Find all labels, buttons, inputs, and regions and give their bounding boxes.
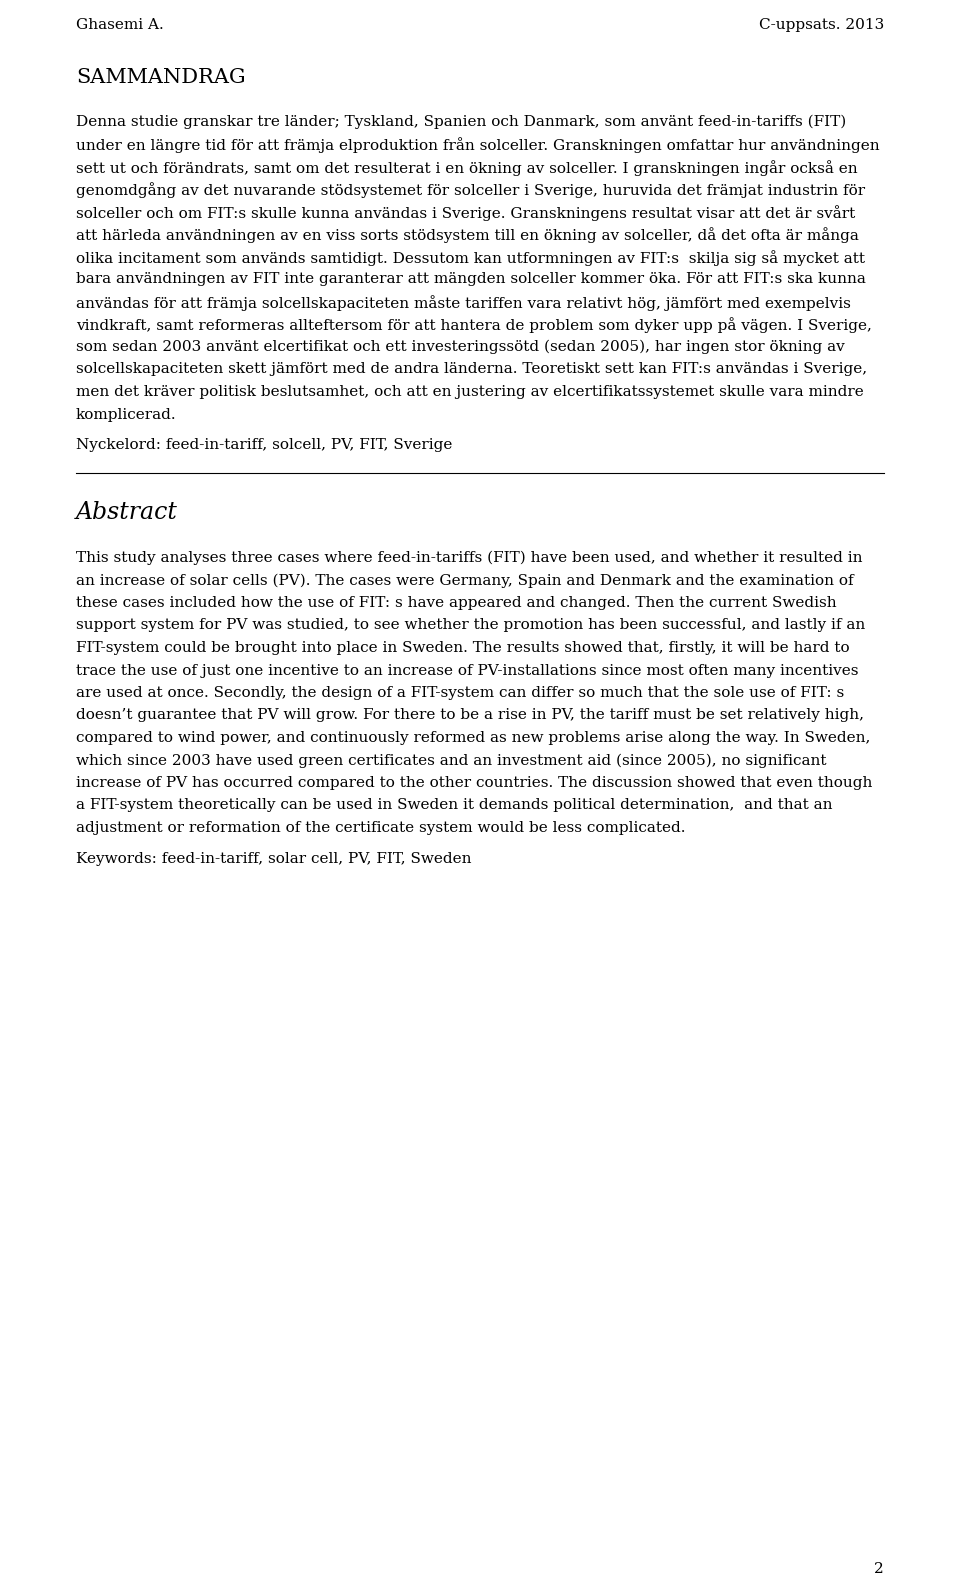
Text: sett ut och förändrats, samt om det resulterat i en ökning av solceller. I grans: sett ut och förändrats, samt om det resu…	[76, 160, 857, 176]
Text: these cases included how the use of FIT: s have appeared and changed. Then the c: these cases included how the use of FIT:…	[76, 596, 836, 610]
Text: vindkraft, samt reformeras allteftersom för att hantera de problem som dyker upp: vindkraft, samt reformeras allteftersom …	[76, 317, 872, 333]
Text: which since 2003 have used green certificates and an investment aid (since 2005): which since 2003 have used green certifi…	[76, 754, 827, 768]
Text: FIT-system could be brought into place in Sweden. The results showed that, first: FIT-system could be brought into place i…	[76, 642, 850, 656]
Text: solceller och om FIT:s skulle kunna användas i Sverige. Granskningens resultat v: solceller och om FIT:s skulle kunna anvä…	[76, 204, 855, 220]
Text: This study analyses three cases where feed-in-tariffs (FIT) have been used, and : This study analyses three cases where fe…	[76, 551, 862, 565]
Text: genomdgång av det nuvarande stödsystemet för solceller i Sverige, huruvida det f: genomdgång av det nuvarande stödsystemet…	[76, 182, 865, 198]
Text: Keywords: feed-in-tariff, solar cell, PV, FIT, Sweden: Keywords: feed-in-tariff, solar cell, PV…	[76, 852, 471, 865]
Text: SAMMANDRAG: SAMMANDRAG	[76, 68, 246, 87]
Text: solcellskapaciteten skett jämfört med de andra länderna. Teoretiskt sett kan FIT: solcellskapaciteten skett jämfört med de…	[76, 363, 867, 377]
Text: olika incitament som används samtidigt. Dessutom kan utformningen av FIT:s  skil: olika incitament som används samtidigt. …	[76, 250, 865, 266]
Text: användas för att främja solcellskapaciteten måste tariffen vara relativt hög, jä: användas för att främja solcellskapacite…	[76, 295, 851, 310]
Text: C-uppsats. 2013: C-uppsats. 2013	[758, 17, 884, 32]
Text: Abstract: Abstract	[76, 501, 178, 524]
Text: men det kräver politisk beslutsamhet, och att en justering av elcertifikatssyste: men det kräver politisk beslutsamhet, oc…	[76, 385, 864, 399]
Text: are used at once. Secondly, the design of a FIT-system can differ so much that t: are used at once. Secondly, the design o…	[76, 686, 844, 700]
Text: Nyckelord: feed-in-tariff, solcell, PV, FIT, Sverige: Nyckelord: feed-in-tariff, solcell, PV, …	[76, 439, 452, 451]
Text: support system for PV was studied, to see whether the promotion has been success: support system for PV was studied, to se…	[76, 618, 865, 632]
Text: a FIT-system theoretically can be used in Sweden it demands political determinat: a FIT-system theoretically can be used i…	[76, 798, 832, 813]
Text: increase of PV has occurred compared to the other countries. The discussion show: increase of PV has occurred compared to …	[76, 776, 873, 790]
Text: Ghasemi A.: Ghasemi A.	[76, 17, 164, 32]
Text: som sedan 2003 använt elcertifikat och ett investeringssötd (sedan 2005), har in: som sedan 2003 använt elcertifikat och e…	[76, 341, 845, 355]
Text: under en längre tid för att främja elproduktion från solceller. Granskningen omf: under en längre tid för att främja elpro…	[76, 138, 879, 154]
Text: compared to wind power, and continuously reformed as new problems arise along th: compared to wind power, and continuously…	[76, 730, 871, 744]
Text: komplicerad.: komplicerad.	[76, 407, 177, 421]
Text: att härleda användningen av en viss sorts stödsystem till en ökning av solceller: att härleda användningen av en viss sort…	[76, 228, 859, 244]
Text: trace the use of just one incentive to an increase of PV-installations since mos: trace the use of just one incentive to a…	[76, 664, 858, 678]
Text: Denna studie granskar tre länder; Tyskland, Spanien och Danmark, som använt feed: Denna studie granskar tre länder; Tyskla…	[76, 116, 847, 130]
Text: adjustment or reformation of the certificate system would be less complicated.: adjustment or reformation of the certifi…	[76, 821, 685, 835]
Text: doesn’t guarantee that PV will grow. For there to be a rise in PV, the tariff mu: doesn’t guarantee that PV will grow. For…	[76, 708, 864, 722]
Text: bara användningen av FIT inte garanterar att mängden solceller kommer öka. För a: bara användningen av FIT inte garanterar…	[76, 272, 866, 287]
Text: 2: 2	[875, 1562, 884, 1576]
Text: an increase of solar cells (PV). The cases were Germany, Spain and Denmark and t: an increase of solar cells (PV). The cas…	[76, 573, 853, 588]
